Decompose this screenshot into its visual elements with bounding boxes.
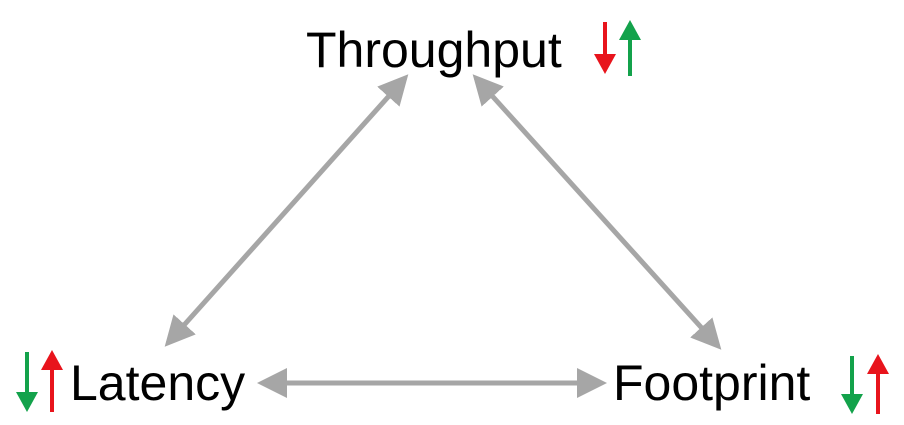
latency-label: Latency [70,355,245,411]
throughput-up-arrow-icon [619,20,641,76]
edge-latency-throughput [164,74,409,347]
throughput-label: Throughput [306,22,562,78]
footprint-down-arrow-icon [841,356,863,414]
latency-down-arrow-icon [16,352,38,412]
footprint-label: Footprint [613,355,810,411]
edge-throughput-footprint [472,74,722,350]
footprint-up-arrow-icon [867,354,889,414]
latency-up-arrow-icon [41,350,63,412]
throughput-down-arrow-icon [594,22,616,74]
